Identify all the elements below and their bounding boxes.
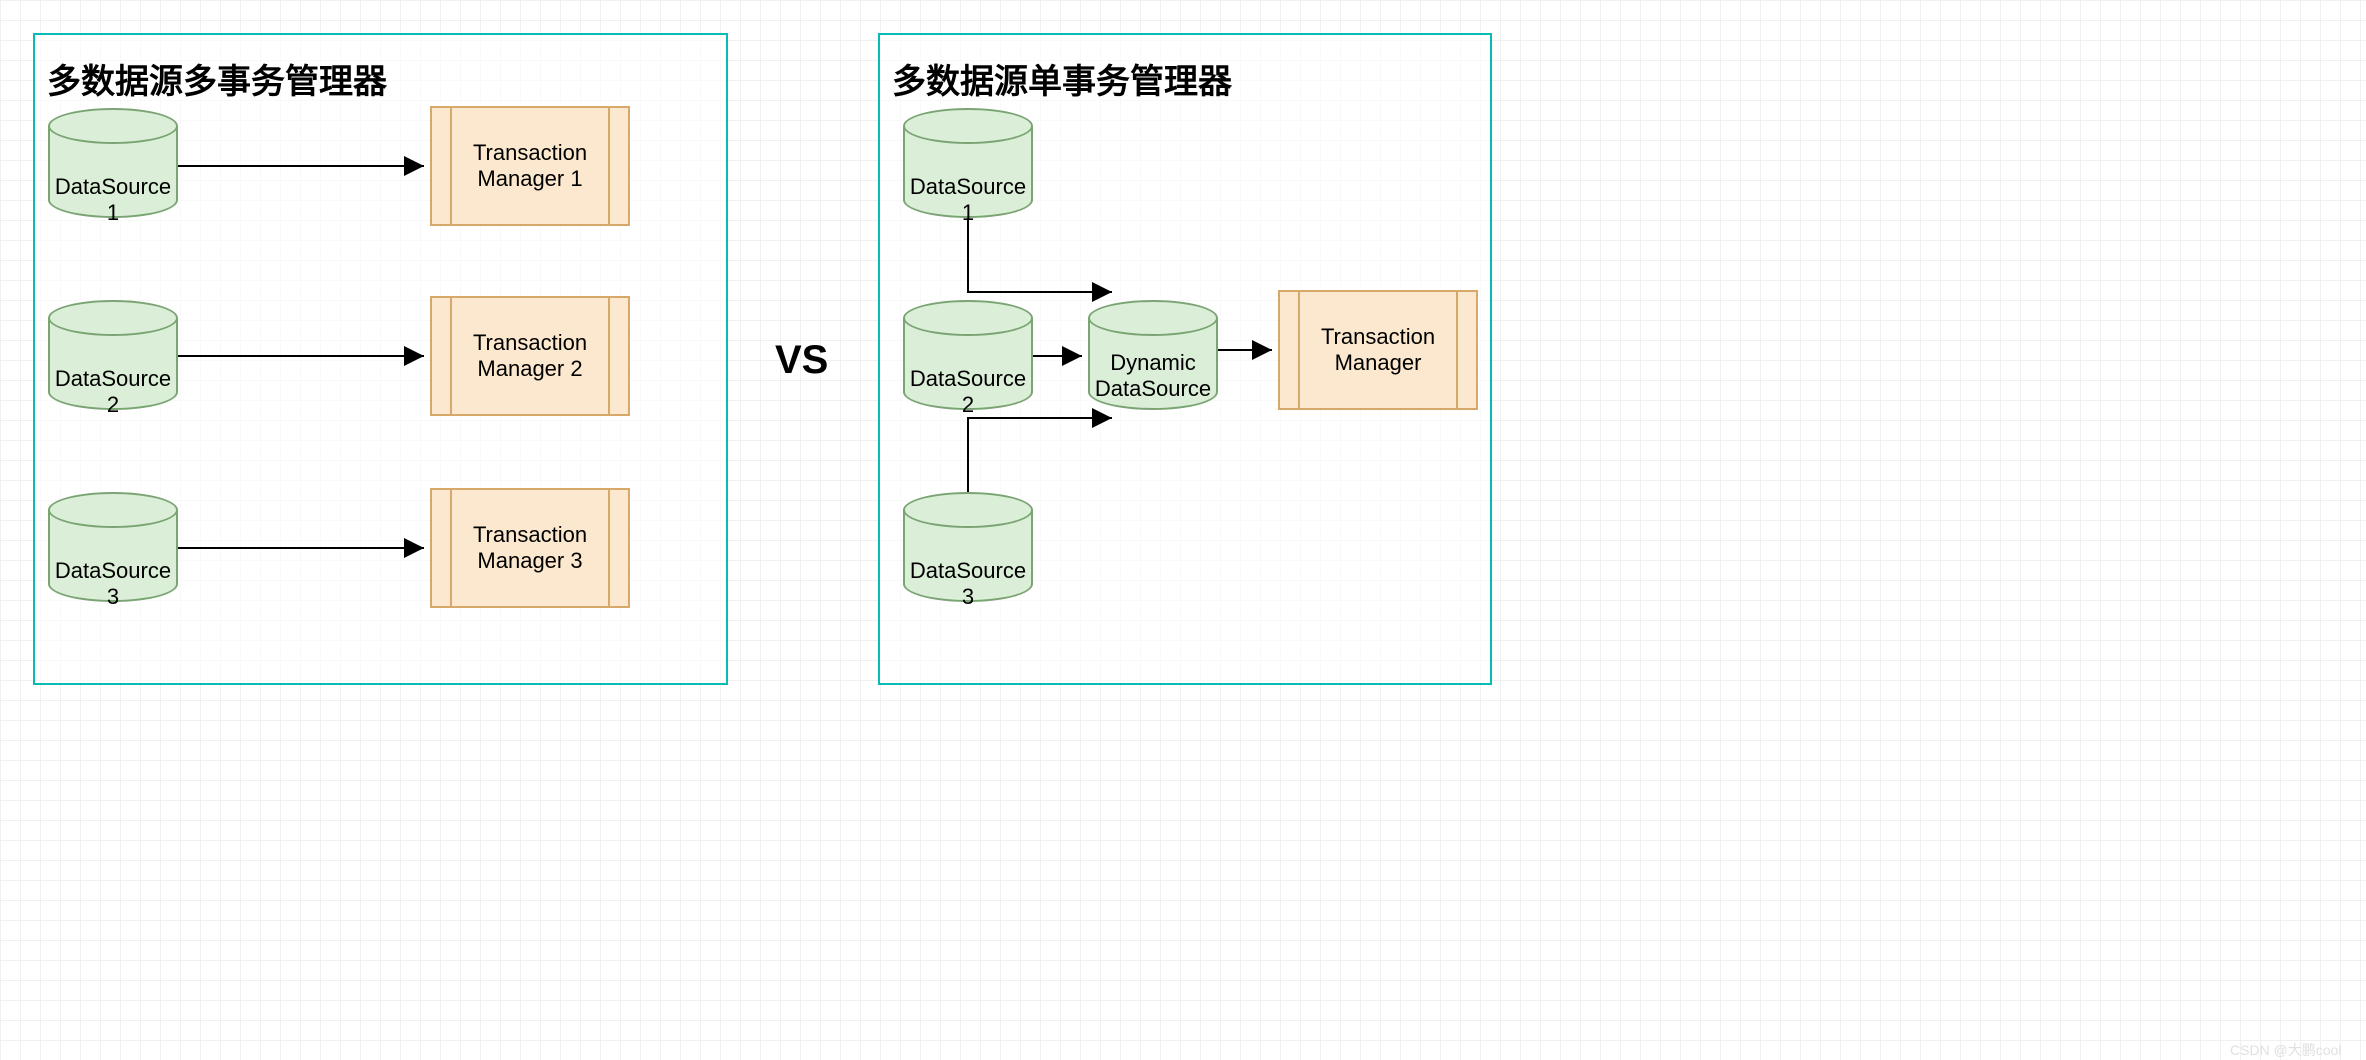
arrows-svg — [0, 0, 2366, 1060]
